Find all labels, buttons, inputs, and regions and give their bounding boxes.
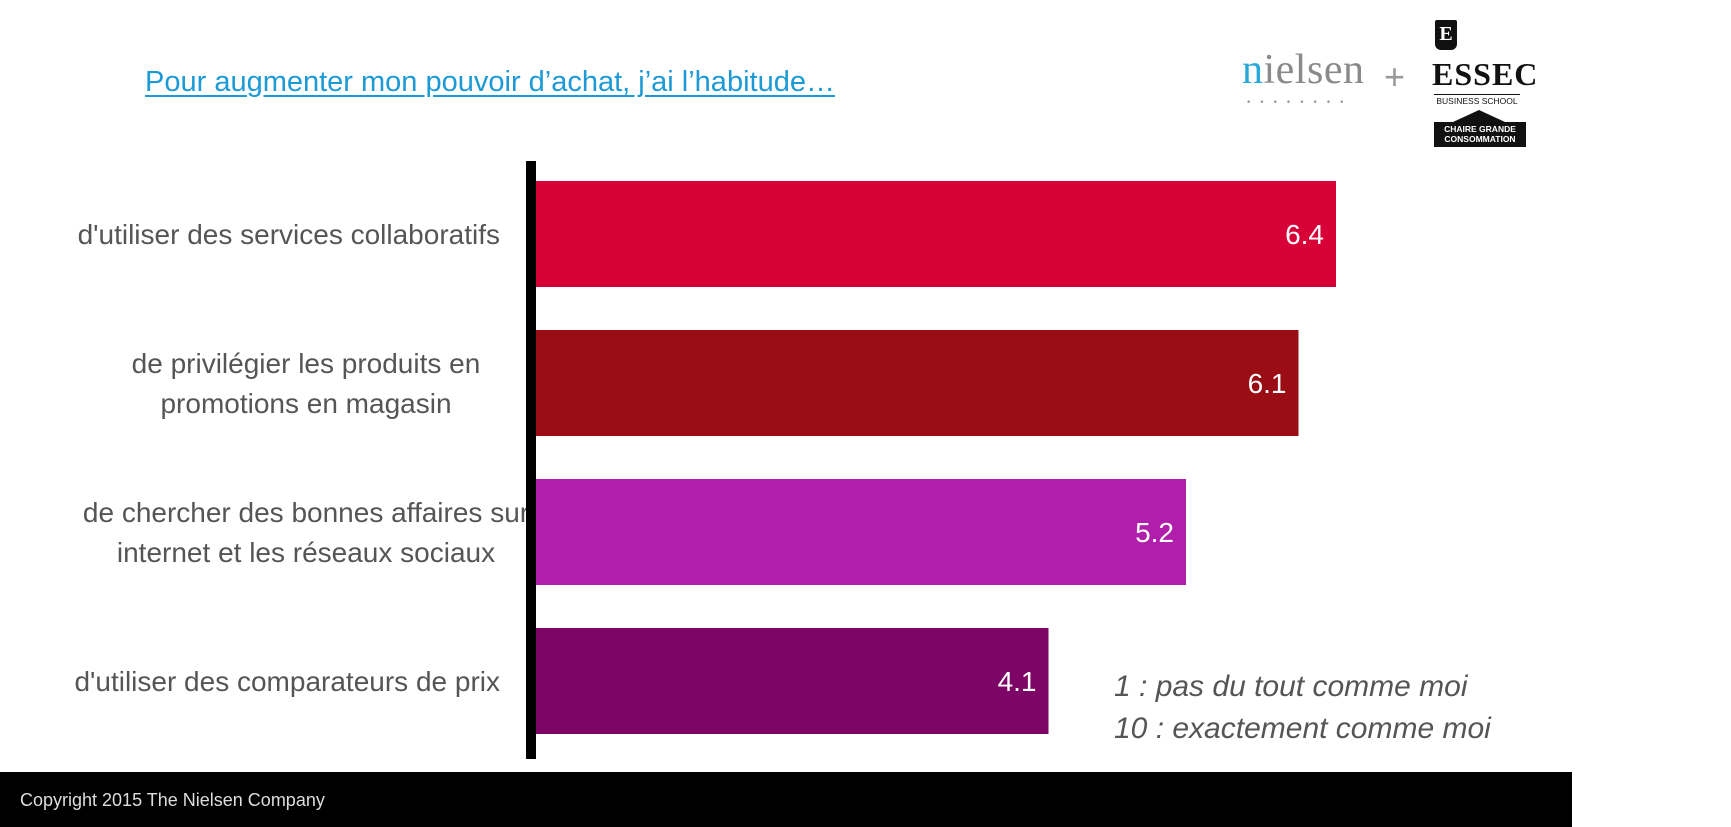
- essec-subtitle: BUSINESS SCHOOL: [1434, 94, 1520, 106]
- category-label-3-line-1: de chercher des bonnes affaires sur: [83, 497, 529, 528]
- chart-title: Pour augmenter mon pouvoir d’achat, j’ai…: [145, 66, 835, 98]
- legend-line-1: 1 : pas du tout comme moi: [1114, 670, 1468, 703]
- essec-crest-icon: E: [1435, 20, 1457, 50]
- copyright-text: Copyright 2015 The Nielsen Company: [20, 790, 325, 810]
- bar-3: [536, 479, 1186, 585]
- category-label-2-line-1: de privilégier les produits en: [132, 348, 481, 379]
- legend-line-2: 10 : exactement comme moi: [1114, 712, 1491, 745]
- nielsen-logo: nielsen: [1242, 47, 1365, 93]
- value-label-1: 6.4: [1285, 219, 1324, 250]
- y-axis-line: [526, 161, 536, 759]
- bars-group: [536, 181, 1336, 734]
- bar-1: [536, 181, 1336, 287]
- essec-chair-badge: CHAIRE GRANDE CONSOMMATION: [1434, 122, 1526, 147]
- essec-triangle-icon: [1453, 110, 1505, 122]
- category-label-1-line-1: d'utiliser des services collaboratifs: [78, 219, 500, 250]
- bar-4: [536, 628, 1049, 734]
- value-label-2: 6.1: [1248, 368, 1287, 399]
- value-labels: 6.4 6.1 5.2 4.1: [998, 219, 1324, 697]
- bar-2: [536, 330, 1299, 436]
- scale-legend: 1 : pas du tout comme moi 10 : exactemen…: [1114, 666, 1491, 750]
- nielsen-logo-rest: ielsen: [1263, 47, 1365, 93]
- footer-bar: Copyright 2015 The Nielsen Company: [0, 772, 1572, 827]
- bar-chart: d'utiliser des services collaboratifs de …: [74, 161, 1336, 759]
- category-labels: d'utiliser des services collaboratifs de …: [74, 219, 529, 697]
- plus-sign: +: [1384, 56, 1406, 97]
- nielsen-dots: ••••••••: [1246, 98, 1353, 108]
- essec-logo: ESSEC: [1432, 56, 1539, 92]
- value-label-4: 4.1: [998, 666, 1037, 697]
- value-label-3: 5.2: [1135, 517, 1174, 548]
- logos: nielsen •••••••• + E ESSEC BUSINESS SCHO…: [1230, 14, 1537, 149]
- category-label-2-line-2: promotions en magasin: [160, 388, 451, 419]
- category-label-4-line-1: d'utiliser des comparateurs de prix: [74, 666, 500, 697]
- category-label-3-line-2: internet et les réseaux sociaux: [117, 537, 495, 568]
